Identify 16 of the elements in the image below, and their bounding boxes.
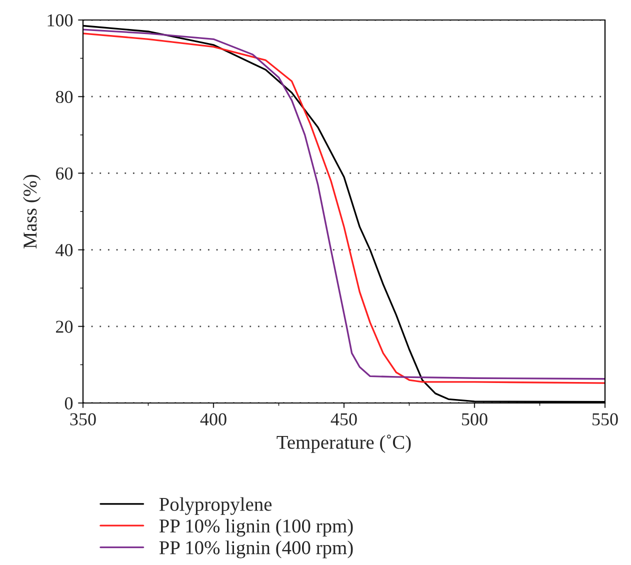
legend-label: PP 10% lignin (400 rpm) (159, 540, 353, 558)
y-axis-title: Mass (%) (23, 174, 41, 248)
y-tick-label: 60 (56, 167, 73, 180)
y-tick-label: 40 (56, 244, 73, 256)
x-tick-label: 400 (200, 413, 226, 426)
x-tick-label: 500 (462, 413, 488, 426)
x-tick-label: 550 (592, 413, 618, 426)
x-axis-title: Temperature (˚C) (276, 434, 411, 453)
y-tick-label: 0 (64, 397, 73, 410)
x-tick-label: 350 (70, 413, 96, 426)
legend-label: Polypropylene (159, 497, 272, 515)
y-tick-label: 80 (56, 90, 73, 104)
x-tick-label: 450 (330, 413, 357, 426)
y-tick-label: 100 (48, 14, 73, 26)
legend-label: PP 10% lignin (100 rpm) (159, 518, 353, 537)
y-tick-label: 20 (56, 320, 73, 333)
